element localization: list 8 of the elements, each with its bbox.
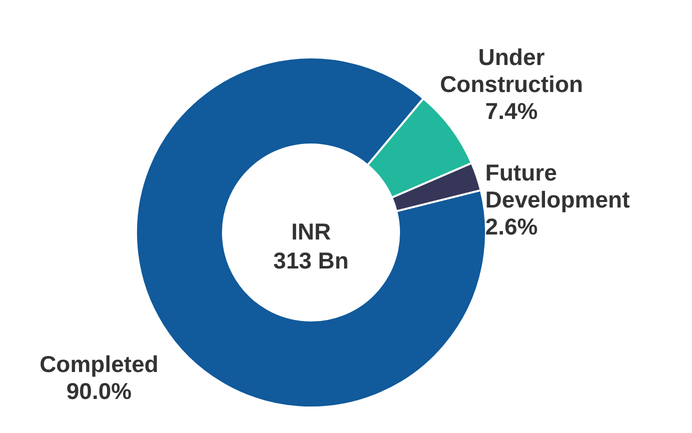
slice-label: Under Construction: [440, 44, 584, 98]
slice-label: Completed: [40, 350, 158, 377]
slice-label: Future Development: [485, 160, 630, 213]
text: 313 Bn: [273, 248, 349, 274]
data-label: 7.4%: [485, 98, 538, 124]
text: INR: [291, 218, 332, 244]
data-label: 2.6%: [485, 214, 538, 240]
data-label: 90.0%: [66, 378, 132, 404]
